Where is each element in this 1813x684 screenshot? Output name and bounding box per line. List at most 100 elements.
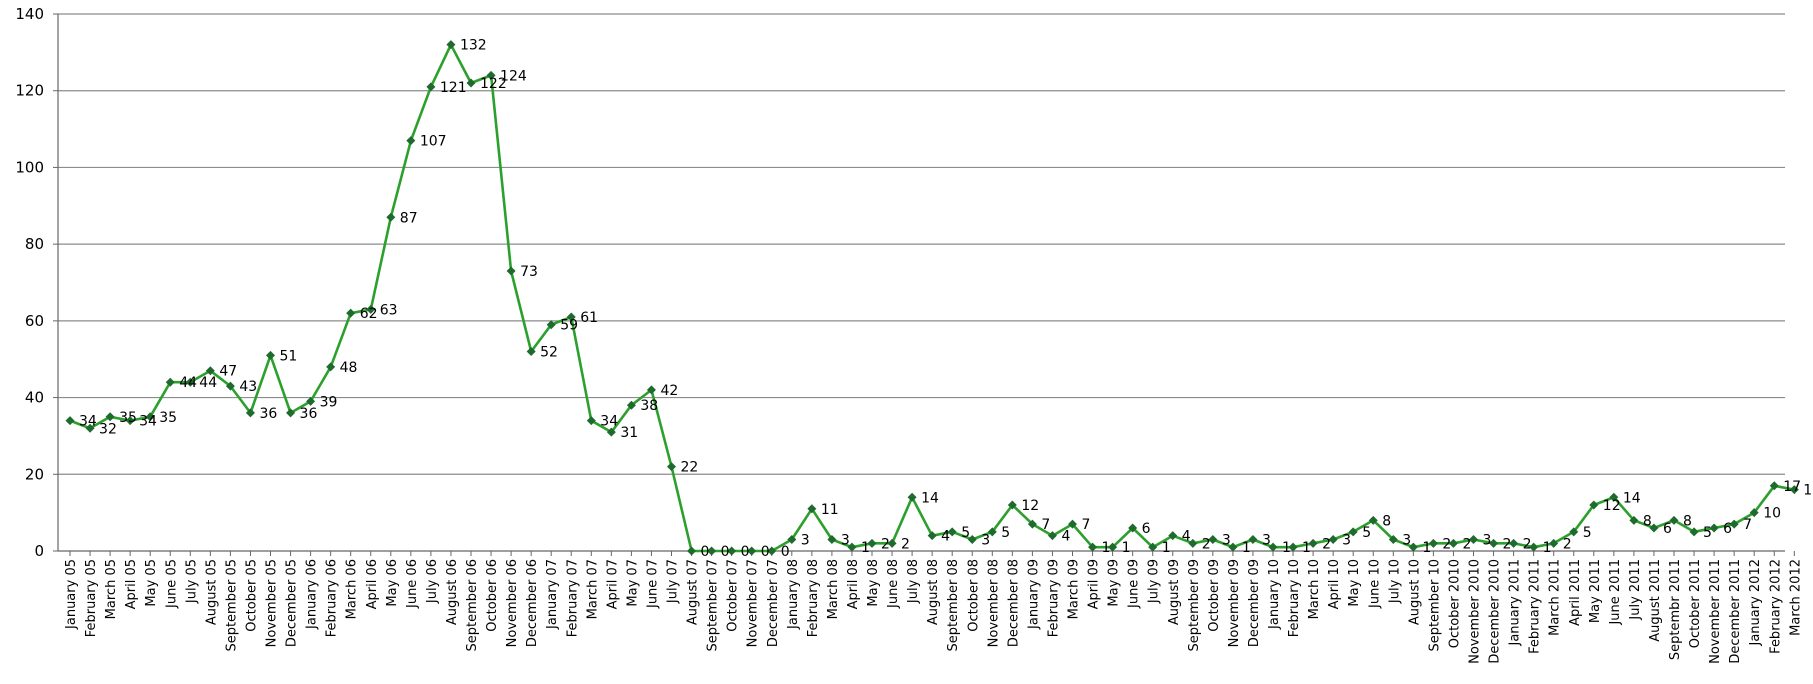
data-label: 73 — [520, 264, 538, 280]
data-point — [947, 527, 957, 537]
data-point — [426, 82, 436, 92]
data-label: 0 — [761, 544, 770, 560]
x-tick-label: September 09 — [1187, 559, 1202, 652]
data-point — [907, 492, 917, 502]
x-tick-label: April 2011 — [1568, 559, 1583, 626]
x-tick-label: October 2010 — [1447, 559, 1462, 648]
data-label: 121 — [440, 80, 467, 96]
data-point — [1629, 515, 1639, 525]
data-point — [125, 416, 135, 426]
data-label: 132 — [460, 38, 487, 54]
x-tick-label: May 2011 — [1588, 559, 1603, 623]
data-point — [1288, 542, 1298, 552]
data-label: 1 — [1543, 540, 1552, 556]
data-label: 1 — [1122, 540, 1131, 556]
data-label: 47 — [219, 364, 237, 380]
data-label: 3 — [1222, 532, 1231, 548]
x-tick-label: February 10 — [1287, 559, 1302, 637]
data-label: 2 — [1442, 536, 1451, 552]
data-point — [526, 347, 536, 357]
data-point — [346, 308, 356, 318]
data-label: 48 — [340, 360, 358, 376]
data-label: 36 — [300, 406, 318, 422]
x-tick-label: September 08 — [946, 559, 961, 652]
x-tick-label: July 10 — [1387, 559, 1402, 604]
data-point — [566, 312, 576, 322]
data-point — [1509, 538, 1519, 548]
x-tick-label: May 06 — [385, 559, 400, 607]
data-label: 124 — [500, 68, 527, 84]
data-label: 7 — [1041, 517, 1050, 533]
series-line — [69, 43, 1795, 553]
x-tick-label: March 2012 — [1788, 559, 1803, 636]
y-tick-label: 100 — [15, 158, 44, 176]
data-label: 1 — [1102, 540, 1111, 556]
data-point — [1368, 515, 1378, 525]
y-tick-label: 140 — [15, 5, 44, 23]
data-point — [1027, 519, 1037, 529]
data-label: 1 — [1242, 540, 1251, 556]
data-label: 12 — [1603, 498, 1621, 514]
data-label: 7 — [1082, 517, 1091, 533]
x-tick-label: November 06 — [505, 559, 520, 647]
data-point — [326, 362, 336, 372]
x-tick-label: February 2011 — [1528, 559, 1543, 654]
data-label: 2 — [1322, 536, 1331, 552]
data-label: 107 — [420, 134, 447, 150]
data-point — [987, 527, 997, 537]
data-point — [827, 534, 837, 544]
data-label: 3 — [981, 532, 990, 548]
data-label: 5 — [1001, 525, 1010, 541]
y-tick-label: 120 — [15, 82, 44, 100]
x-tick-label: April 07 — [605, 559, 620, 609]
data-point — [1188, 538, 1198, 548]
data-point — [887, 538, 897, 548]
x-tick-label: March 06 — [345, 559, 360, 619]
x-tick-label: September 10 — [1427, 559, 1442, 652]
data-label: 34 — [79, 414, 97, 430]
data-label: 10 — [1763, 506, 1781, 522]
data-label: 3 — [1342, 532, 1351, 548]
data-point — [867, 538, 877, 548]
x-tick-label: August 06 — [445, 559, 460, 625]
data-label: 44 — [179, 375, 197, 391]
data-label: 63 — [380, 302, 398, 318]
data-point — [1007, 500, 1017, 510]
x-tick-label: August 07 — [686, 559, 701, 625]
data-point — [1328, 534, 1338, 544]
data-point — [687, 546, 697, 556]
data-label: 61 — [580, 310, 598, 326]
series-line-group — [69, 43, 1795, 553]
data-label: 43 — [239, 379, 257, 395]
data-point — [386, 212, 396, 222]
data-label: 17 — [1783, 479, 1801, 495]
x-tick-label: June 2011 — [1608, 559, 1623, 626]
data-label: 8 — [1683, 513, 1692, 529]
data-point — [1669, 515, 1679, 525]
y-tick-label: 40 — [25, 389, 44, 407]
data-point — [1208, 534, 1218, 544]
data-label: 8 — [1382, 513, 1391, 529]
data-point — [767, 546, 777, 556]
y-tick-label: 0 — [34, 542, 44, 560]
y-tick-label: 60 — [25, 312, 44, 330]
data-label: 36 — [259, 406, 277, 422]
data-label: 2 — [901, 536, 910, 552]
x-tick-label: January 07 — [545, 559, 560, 630]
data-point — [707, 546, 717, 556]
data-label: 44 — [199, 375, 217, 391]
data-point — [1649, 523, 1659, 533]
data-point — [1609, 492, 1619, 502]
data-label: 35 — [159, 410, 177, 426]
x-tick-label: December 09 — [1247, 559, 1262, 647]
x-tick-label: June 09 — [1127, 559, 1142, 609]
data-label: 38 — [640, 398, 658, 414]
data-point — [1549, 538, 1559, 548]
data-label: 3 — [1262, 532, 1271, 548]
x-tick-label: December 2011 — [1728, 559, 1743, 664]
data-label: 8 — [1643, 513, 1652, 529]
x-tick-label: March 2011 — [1548, 559, 1563, 636]
x-tick-label: August 2011 — [1648, 559, 1663, 642]
x-tick-label: February 07 — [565, 559, 580, 637]
x-tick-label: April 09 — [1087, 559, 1102, 609]
